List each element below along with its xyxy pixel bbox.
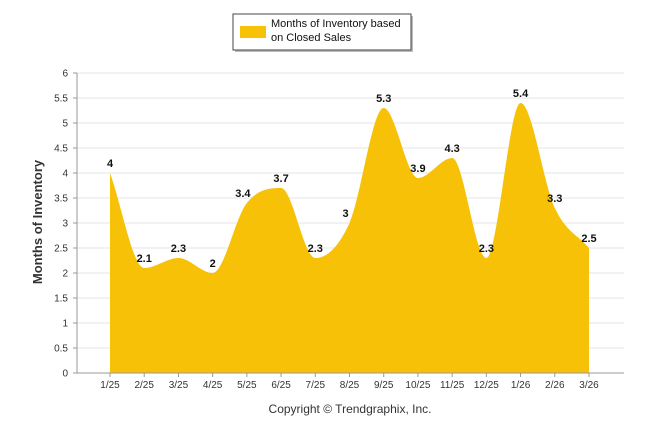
copyright-footer: Copyright © Trendgraphix, Inc. (269, 402, 432, 416)
y-tick-label: 4.5 (54, 144, 68, 155)
data-label: 3.3 (547, 193, 562, 205)
x-tick-label: 10/25 (405, 380, 430, 391)
x-axis: 1/25 2/25 3/25 4/25 5/25 6/25 7/25 8/25 9/25 10/2… (77, 372, 624, 391)
x-tick-label: 2/26 (545, 380, 565, 391)
y-tick-label: 5.5 (54, 94, 68, 105)
legend-label-line1: Months of Inventory based (271, 18, 401, 30)
x-tick-label: 3/25 (169, 380, 189, 391)
data-label: 2.1 (137, 253, 152, 265)
x-tick-label: 2/25 (134, 380, 154, 391)
data-label: 2 (210, 258, 216, 270)
data-label: 4 (107, 158, 114, 170)
data-label: 2.3 (171, 243, 186, 255)
data-label: 3.7 (273, 173, 288, 185)
data-label: 2.5 (581, 233, 596, 245)
y-axis-title: Months of Inventory (30, 159, 45, 284)
x-tick-label: 6/25 (271, 380, 291, 391)
y-tick-label: 4 (62, 169, 68, 180)
legend[interactable]: Months of Inventory based on Closed Sale… (232, 13, 413, 52)
data-label: 3 (342, 208, 348, 220)
data-label: 3.9 (410, 163, 425, 175)
data-label: 2.3 (479, 243, 494, 255)
y-tick-label: 1.5 (54, 294, 68, 305)
y-tick-label: 3 (62, 219, 68, 230)
x-tick-label: 3/26 (579, 380, 599, 391)
x-tick-label: 7/25 (306, 380, 326, 391)
y-axis-ticks: 0 0.5 1 1.5 2 2.5 3 3.5 4 4.5 5 5.5 6 (54, 69, 78, 380)
data-label: 5.4 (513, 88, 529, 100)
legend-swatch (240, 26, 266, 38)
x-tick-label: 8/25 (340, 380, 360, 391)
x-tick-label: 4/25 (203, 380, 223, 391)
x-tick-label: 11/25 (440, 380, 465, 391)
y-tick-label: 6 (62, 69, 68, 80)
x-tick-label: 9/25 (374, 380, 394, 391)
x-tick-label: 5/25 (237, 380, 257, 391)
y-tick-label: 2 (62, 269, 68, 280)
y-tick-label: 2.5 (54, 244, 68, 255)
data-label: 3.4 (235, 188, 251, 200)
data-label: 5.3 (376, 93, 391, 105)
x-tick-label: 1/26 (511, 380, 531, 391)
y-tick-label: 0.5 (54, 344, 68, 355)
y-tick-label: 3.5 (54, 194, 68, 205)
data-labels: 4 2.1 2.3 2 3.4 3.7 2.3 3 5.3 3.9 4.3 2.3 5.4 3.3 2.5 (107, 88, 597, 270)
y-tick-label: 5 (62, 119, 68, 130)
legend-label-line2: on Closed Sales (271, 32, 352, 44)
series-area (110, 103, 589, 373)
data-label: 2.3 (308, 243, 323, 255)
y-tick-label: 0 (62, 369, 68, 380)
x-tick-label: 12/25 (474, 380, 499, 391)
y-tick-label: 1 (62, 319, 68, 330)
x-tick-label: 1/25 (100, 380, 120, 391)
data-label: 4.3 (444, 143, 459, 155)
